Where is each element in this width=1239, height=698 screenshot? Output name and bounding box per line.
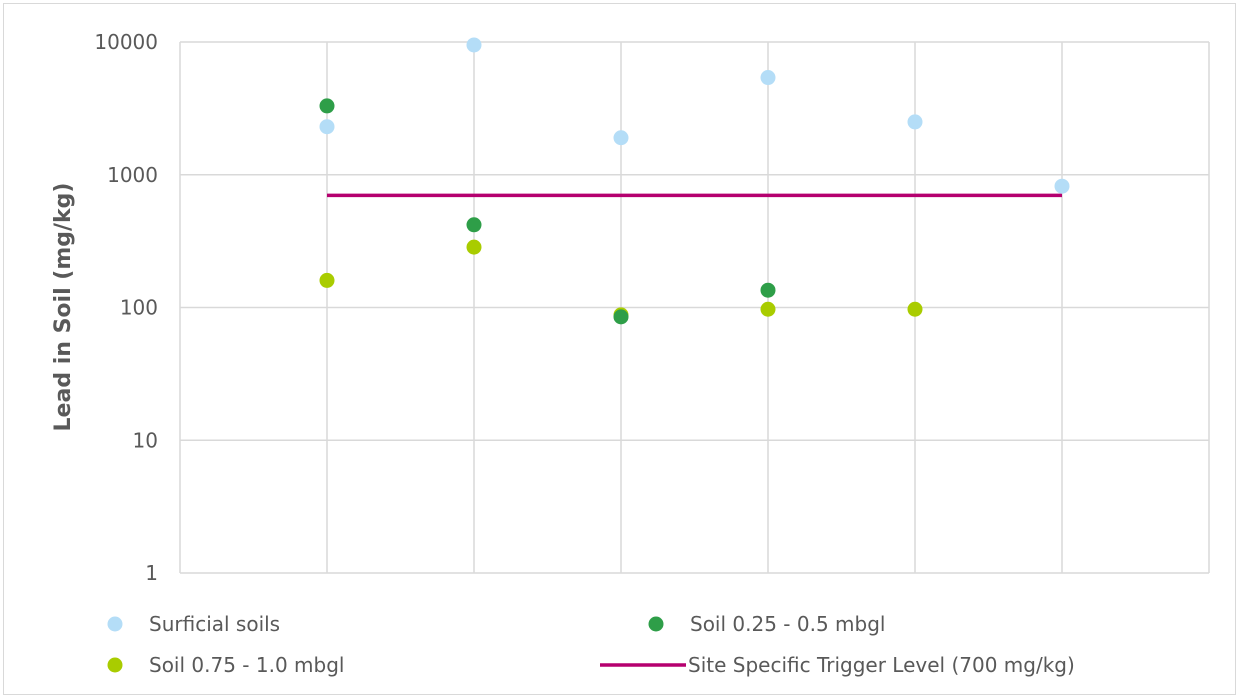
data-point-series-3 [319, 272, 335, 288]
y-axis-label: Lead in Soil (mg/kg) [51, 183, 76, 432]
data-point-series-1 [319, 119, 335, 135]
chart-frame [3, 3, 1236, 695]
data-point-series-2 [613, 309, 629, 325]
y-tick-label: 10 [133, 428, 158, 452]
legend-marker-swatch [648, 616, 664, 632]
data-point-series-1 [613, 130, 629, 146]
y-tick-label: 10000 [94, 30, 158, 54]
data-point-series-1 [466, 37, 482, 53]
legend-label: Surficial soils [149, 612, 280, 636]
data-point-series-3 [466, 239, 482, 255]
data-point-series-3 [907, 301, 923, 317]
legend-label: Soil 0.25 - 0.5 mbgl [690, 612, 885, 636]
data-point-series-2 [466, 217, 482, 233]
legend-marker-swatch [107, 616, 123, 632]
data-point-series-2 [760, 282, 776, 298]
legend-entry-3[interactable]: Soil 0.75 - 1.0 mbgl [107, 653, 345, 677]
legend[interactable]: Surficial soils Soil 0.25 - 0.5 mbgl Soil … [107, 612, 1075, 677]
data-point-series-1 [907, 114, 923, 130]
grid [179, 41, 1210, 574]
y-tick-label: 1000 [107, 163, 158, 187]
legend-label: Site Specific Trigger Level (700 mg/kg) [688, 653, 1075, 677]
y-tick-labels: 1 10 100 1000 10000 [94, 30, 158, 585]
series-layer [319, 37, 1070, 325]
legend-label: Soil 0.75 - 1.0 mbgl [149, 653, 344, 677]
y-tick-label: 100 [120, 296, 158, 320]
legend-entry-1[interactable]: Surficial soils [107, 612, 281, 636]
legend-entry-2[interactable]: Soil 0.25 - 0.5 mbgl [648, 612, 886, 636]
legend-entry-4[interactable]: Site Specific Trigger Level (700 mg/kg) [600, 653, 1075, 677]
data-point-series-3 [760, 301, 776, 317]
data-point-series-2 [319, 98, 335, 114]
y-tick-label: 1 [145, 561, 158, 585]
data-point-series-1 [760, 70, 776, 86]
legend-marker-swatch [107, 657, 123, 673]
data-point-series-1 [1054, 178, 1070, 194]
